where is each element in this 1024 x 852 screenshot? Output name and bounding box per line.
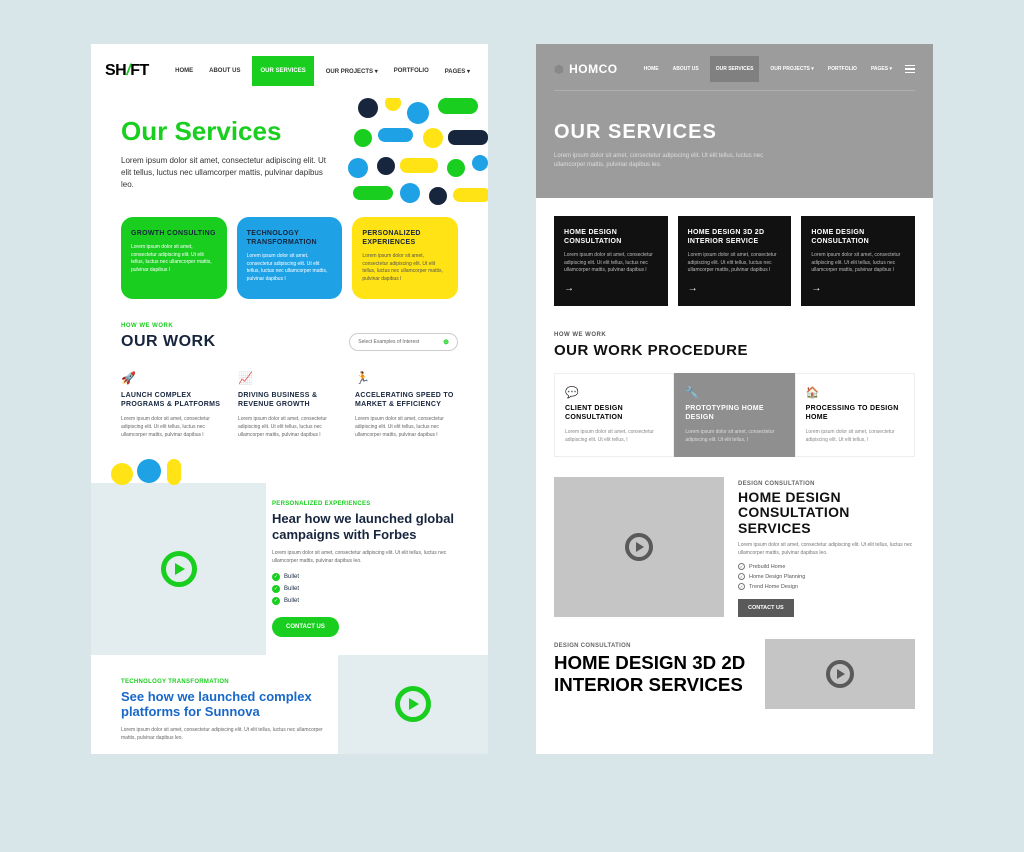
feature-bullets: ✓Bullet ✓Bullet ✓Bullet [272, 573, 466, 605]
homco-logo[interactable]: ⬢ HOMCO [554, 62, 618, 76]
check-icon: ✓ [738, 573, 745, 580]
homco-hero: ⬢ HOMCO HOME ABOUT US OUR SERVICES OUR PROJ… [536, 44, 933, 198]
shift-work-section: HOW WE WORK OUR WORK Select Examples of … [91, 299, 488, 361]
homco-work-column[interactable]: 💬CLIENT DESIGN CONSULTATIONLorem ipsum d… [554, 373, 674, 457]
shift-work-title: OUR WORK [121, 333, 216, 351]
feature-eyebrow: PERSONALIZED EXPERIENCES [272, 501, 466, 507]
homco-feature-video[interactable] [554, 477, 724, 617]
shift-nav-pages-[interactable]: PAGES ▾ [441, 62, 474, 81]
homco-service-card[interactable]: HOME DESIGN CONSULTATIONLorem ipsum dolo… [554, 216, 668, 306]
homco-feature2-video[interactable] [765, 639, 915, 709]
shift-feature2-video[interactable] [338, 655, 488, 754]
contact-us-button[interactable]: CONTACT US [272, 617, 339, 637]
play-icon [826, 660, 854, 688]
feature2-title: See how we launched complex platforms fo… [121, 689, 326, 720]
homco-work-column[interactable]: 🏠PROCESSING TO DESIGN HOMELorem ipsum do… [795, 373, 915, 457]
homco-service-card[interactable]: HOME DESIGN 3D 2D INTERIOR SERVICELorem … [678, 216, 792, 306]
shift-nav-home[interactable]: HOME [171, 62, 197, 80]
check-icon: ✓ [738, 583, 745, 590]
arrow-icon: → [811, 283, 905, 294]
homco-work-column[interactable]: 🔧PROTOTYPING HOME DESIGNLorem ipsum dolo… [674, 373, 794, 457]
shift-hero: Our Services Lorem ipsum dolor sit amet,… [91, 98, 488, 209]
homco-work-section: HOW WE WORK OUR WORK PROCEDURE [536, 324, 933, 365]
feature-title: Hear how we launched global campaigns wi… [272, 511, 466, 542]
check-icon: ✓ [272, 573, 280, 581]
work-column: 🏃ACCELERATING SPEED TO MARKET & EFFICIEN… [355, 371, 458, 439]
play-icon [625, 533, 653, 561]
feature2-eyebrow: TECHNOLOGY TRANSFORMATION [121, 679, 326, 685]
bullet-item: ✓Home Design Planning [738, 573, 915, 580]
homco-contact-button[interactable]: CONTACT US [738, 599, 794, 617]
homco-f2-title: HOME DESIGN 3D 2D INTERIOR SERVICES [554, 652, 751, 696]
shift-work-columns: 🚀LAUNCH COMPLEX PROGRAMS & PLATFORMSLore… [91, 361, 488, 455]
work-icon: 🏠 [806, 386, 904, 399]
shift-feature-2: TECHNOLOGY TRANSFORMATION See how we lau… [91, 655, 488, 754]
bullet-item: ✓Prebuild Home [738, 563, 915, 570]
work-column: 📈DRIVING BUSINESS & REVENUE GROWTHLorem … [238, 371, 341, 439]
shift-cards: GROWTH CONSULTINGLorem ipsum dolor sit a… [91, 217, 488, 299]
shift-site: SH/FT HOME ABOUT US OUR SERVICES OUR PROJEC… [87, 40, 492, 758]
feature-text: Lorem ipsum dolor sit amet, consectetur … [272, 549, 466, 565]
bullet-item: ✓Bullet [272, 597, 466, 605]
homco-nav-home[interactable]: HOME [641, 60, 662, 78]
shift-logo[interactable]: SH/FT [105, 62, 149, 80]
work-icon: 🏃 [355, 371, 458, 385]
homco-feature-1: DESIGN CONSULTATION HOME DESIGN CONSULTA… [536, 471, 933, 633]
service-card[interactable]: PERSONALIZED EXPERIENCESLorem ipsum dolo… [352, 217, 458, 299]
shift-work-eyebrow: HOW WE WORK [121, 323, 458, 329]
bullet-item: ✓Trend Home Design [738, 583, 915, 590]
homco-work-title: OUR WORK PROCEDURE [554, 342, 915, 359]
shift-select-dropdown[interactable]: Select Examples of Interest ⊕ [349, 333, 458, 351]
work-icon: 🔧 [685, 386, 783, 399]
check-icon: ✓ [272, 597, 280, 605]
shift-nav-portfolio[interactable]: PORTFOLIO [390, 62, 433, 80]
homco-feature-2: DESIGN CONSULTATION HOME DESIGN 3D 2D IN… [536, 633, 933, 709]
service-card[interactable]: GROWTH CONSULTINGLorem ipsum dolor sit a… [121, 217, 227, 299]
shift-nav-items: HOME ABOUT US OUR SERVICES OUR PROJECTS ▾ PO… [171, 56, 474, 86]
homco-nav-items: HOME ABOUT US OUR SERVICES OUR PROJECTS ▾ PO… [641, 56, 895, 82]
homco-site: ⬢ HOMCO HOME ABOUT US OUR SERVICES OUR PROJ… [532, 40, 937, 758]
homco-nav-pages-[interactable]: PAGES ▾ [868, 60, 895, 78]
homco-f-text: Lorem ipsum dolor sit amet, consectetur … [738, 541, 915, 557]
homco-nav-portfolio[interactable]: PORTFOLIO [825, 60, 860, 78]
homco-service-card[interactable]: HOME DESIGN CONSULTATIONLorem ipsum dolo… [801, 216, 915, 306]
homco-nav-about-us[interactable]: ABOUT US [670, 60, 702, 78]
homco-nav-our-projects-[interactable]: OUR PROJECTS ▾ [767, 60, 816, 78]
homco-f-title: HOME DESIGN CONSULTATION SERVICES [738, 490, 915, 536]
work-icon: 💬 [565, 386, 663, 399]
arrow-icon: → [564, 283, 658, 294]
homco-work-columns: 💬CLIENT DESIGN CONSULTATIONLorem ipsum d… [536, 365, 933, 471]
shift-feature-1: PERSONALIZED EXPERIENCES Hear how we lau… [91, 483, 488, 654]
homco-nav-our-services[interactable]: OUR SERVICES [710, 56, 760, 82]
decorative-pattern [338, 98, 488, 209]
arrow-icon: → [688, 283, 782, 294]
bullet-item: ✓Bullet [272, 585, 466, 593]
feature2-text: Lorem ipsum dolor sit amet, consectetur … [121, 726, 326, 742]
homco-cards: HOME DESIGN CONSULTATIONLorem ipsum dolo… [536, 198, 933, 324]
shift-nav-about-us[interactable]: ABOUT US [205, 62, 244, 80]
dropdown-icon: ⊕ [443, 338, 449, 346]
work-icon: 🚀 [121, 371, 224, 385]
shift-nav: SH/FT HOME ABOUT US OUR SERVICES OUR PROJEC… [91, 44, 488, 98]
homco-hero-title: OUR SERVICES [554, 121, 915, 144]
homco-bullets: ✓Prebuild Home ✓Home Design Planning ✓Tren… [738, 563, 915, 590]
homco-nav: ⬢ HOMCO HOME ABOUT US OUR SERVICES OUR PROJ… [554, 56, 915, 91]
hamburger-icon[interactable] [905, 65, 915, 74]
homco-f-eyebrow: DESIGN CONSULTATION [738, 481, 915, 487]
shift-hero-text: Lorem ipsum dolor sit amet, consectetur … [121, 155, 331, 191]
shift-feature-video[interactable] [91, 483, 266, 654]
work-column: 🚀LAUNCH COMPLEX PROGRAMS & PLATFORMSLore… [121, 371, 224, 439]
cube-icon: ⬢ [554, 63, 564, 76]
service-card[interactable]: TECHNOLOGY TRANSFORMATIONLorem ipsum dol… [237, 217, 343, 299]
homco-f2-eyebrow: DESIGN CONSULTATION [554, 643, 751, 649]
work-icon: 📈 [238, 371, 341, 385]
shift-nav-our-services[interactable]: OUR SERVICES [252, 56, 313, 86]
bullet-item: ✓Bullet [272, 573, 466, 581]
check-icon: ✓ [272, 585, 280, 593]
decorative-shapes [91, 455, 488, 483]
check-icon: ✓ [738, 563, 745, 570]
homco-hero-text: Lorem ipsum dolor sit amet, consectetur … [554, 152, 764, 170]
shift-nav-our-projects-[interactable]: OUR PROJECTS ▾ [322, 62, 382, 81]
homco-work-eyebrow: HOW WE WORK [554, 332, 915, 338]
